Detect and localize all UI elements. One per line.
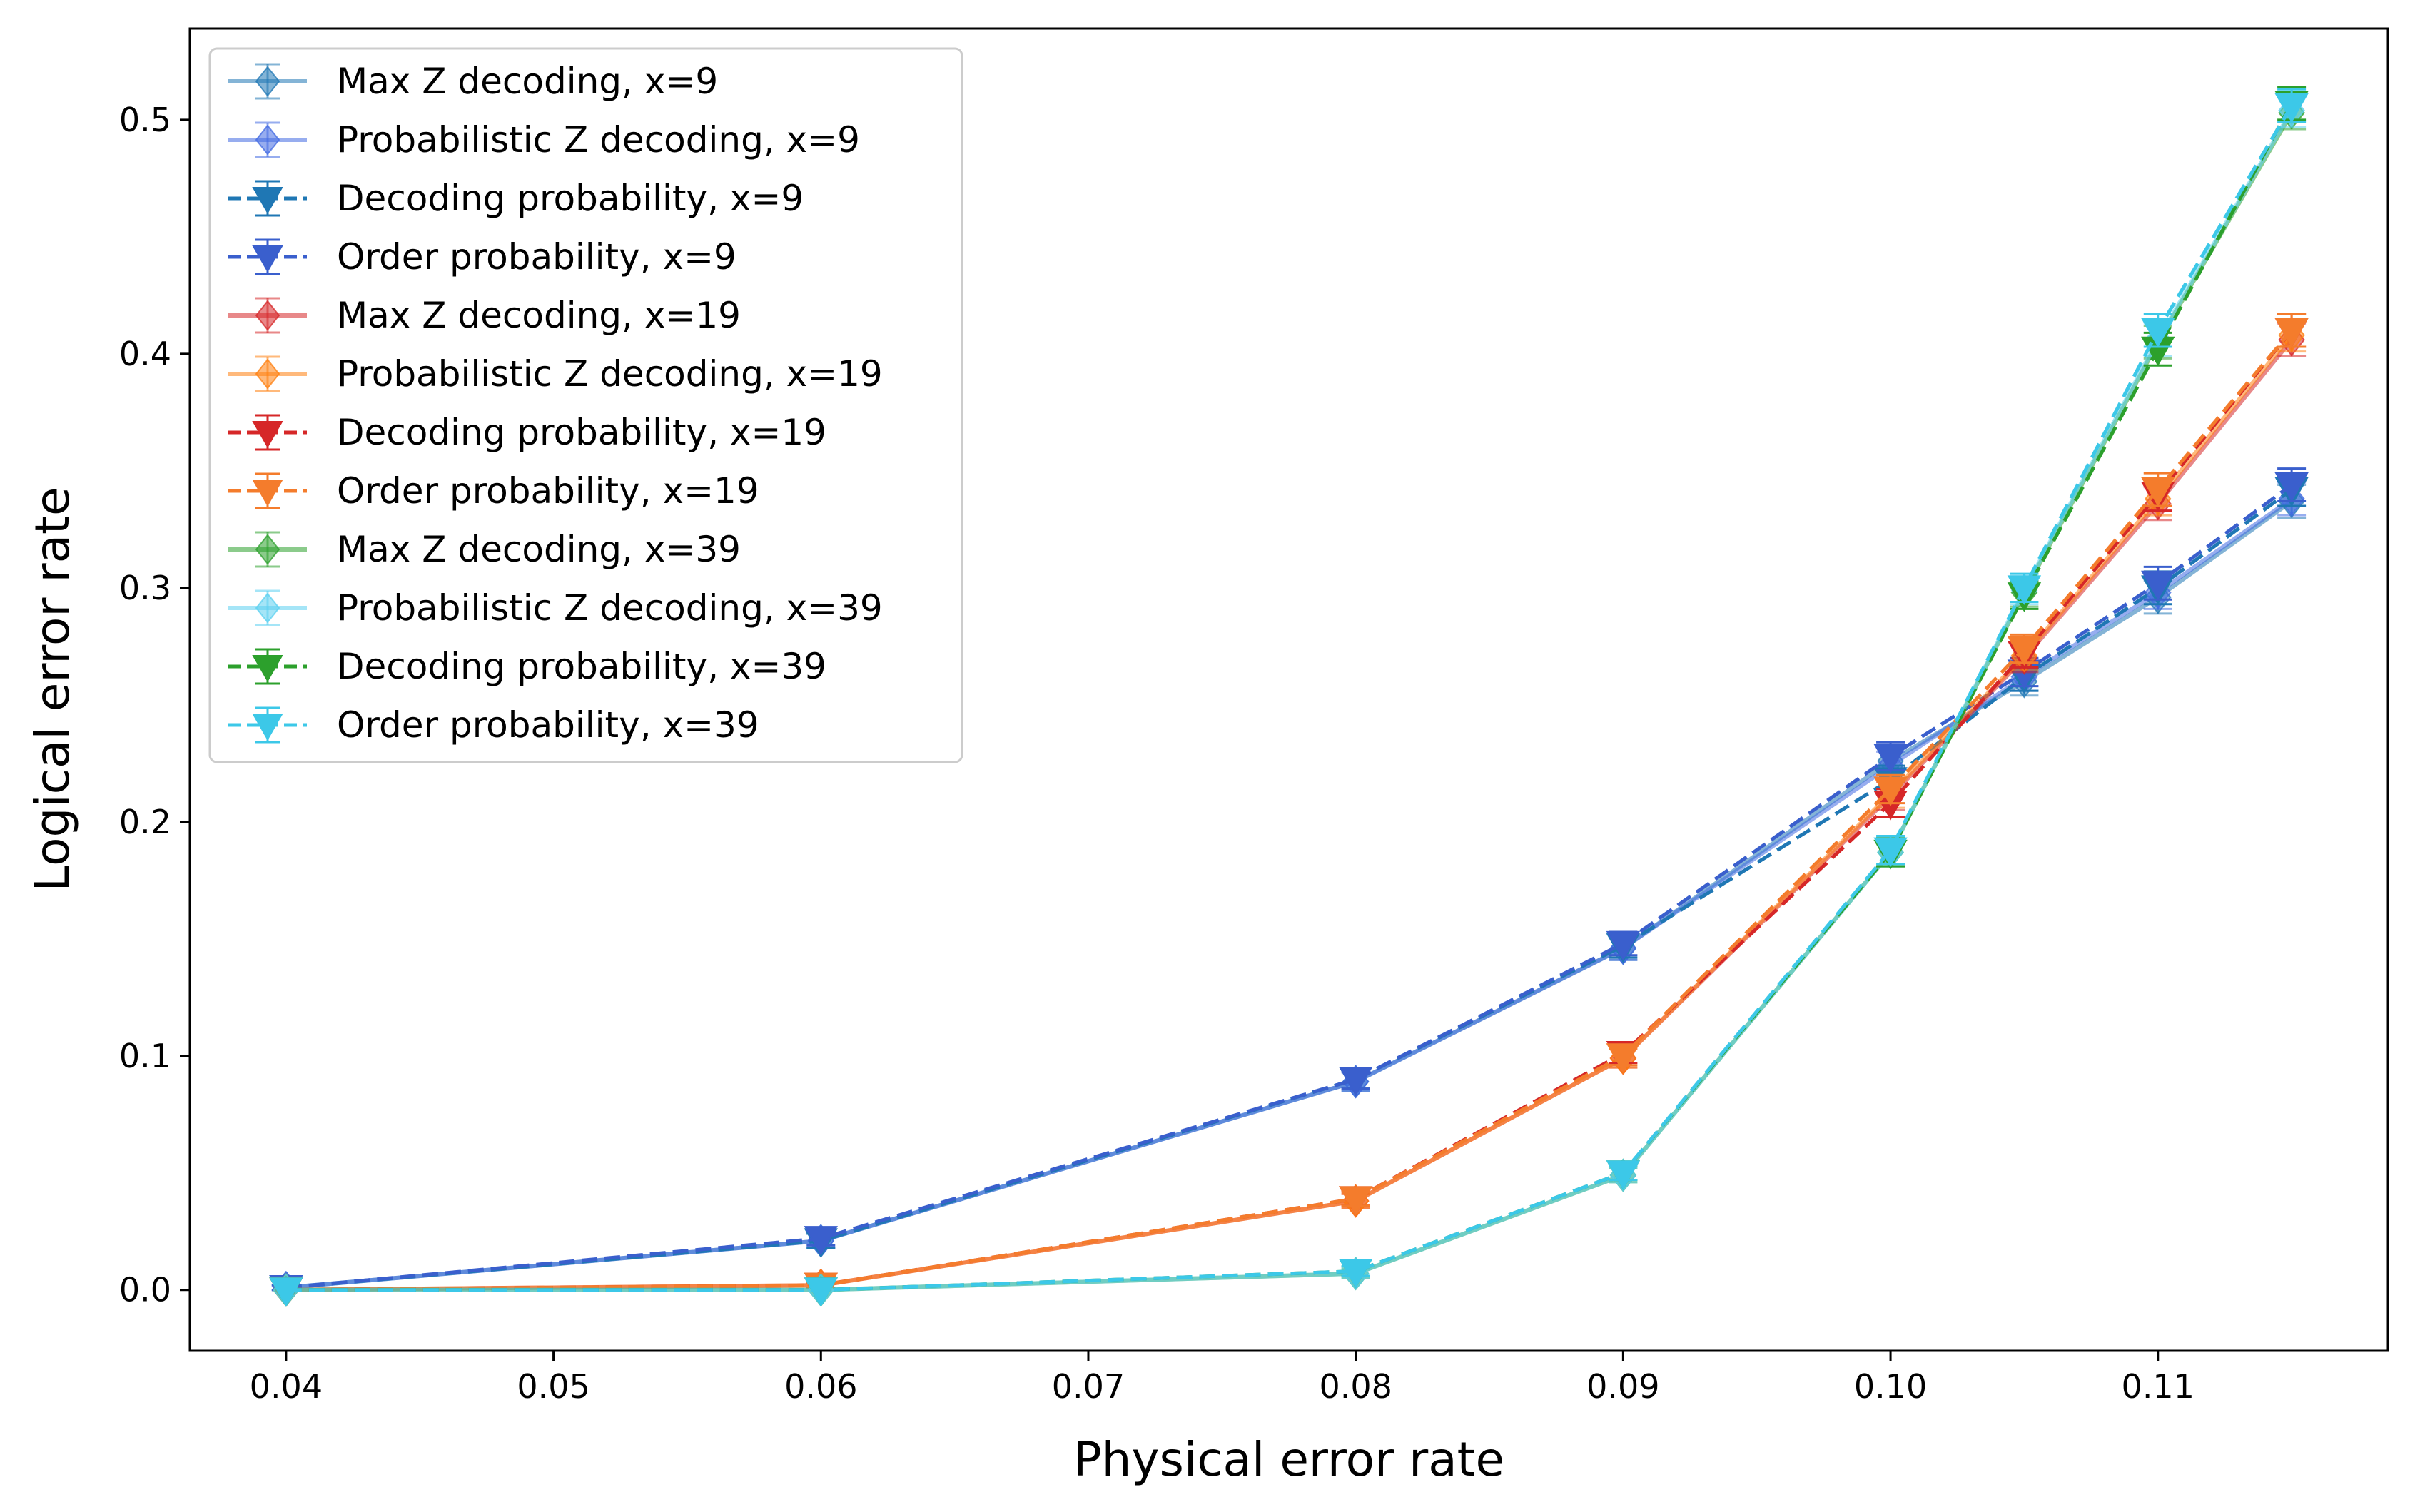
legend-label: Max Z decoding, x=9 (337, 61, 718, 102)
legend-marker (255, 592, 280, 624)
legend-label: Decoding probability, x=39 (337, 646, 826, 687)
x-tick-label: 0.05 (517, 1367, 589, 1406)
legend-label: Max Z decoding, x=39 (337, 529, 741, 570)
data-point (2274, 472, 2309, 502)
y-tick-label: 0.3 (119, 569, 171, 607)
series-line (285, 483, 2293, 1289)
legend-label: Probabilistic Z decoding, x=19 (337, 353, 883, 395)
data-point (2141, 318, 2175, 348)
legend-label: Decoding probability, x=9 (337, 178, 804, 219)
data-point (2274, 318, 2309, 348)
legend: Max Z decoding, x=9 Probabilistic Z decod… (208, 47, 963, 763)
data-point (1606, 930, 1641, 961)
data-point (1338, 1186, 1373, 1216)
legend-label: Order probability, x=9 (337, 236, 736, 278)
data-point (804, 1277, 839, 1307)
x-tick-label: 0.07 (1052, 1367, 1125, 1406)
y-tick-label: 0.2 (119, 803, 171, 841)
data-point (1873, 776, 1908, 806)
legend-marker (252, 421, 283, 449)
data-point (1338, 1067, 1373, 1097)
y-tick-label: 0.1 (119, 1037, 171, 1075)
plot-frame (188, 27, 2389, 1352)
x-tick-label: 0.11 (2122, 1367, 2194, 1406)
data-point (1873, 744, 1908, 773)
y-tick-label: 0.0 (119, 1271, 171, 1309)
data-point (2141, 477, 2175, 507)
ticks-layer: 0.04 0.05 0.06 0.07 0.08 0.09 0.10 0.11 0.0 0.1 0.… (119, 101, 2194, 1406)
series-line (285, 329, 2294, 1292)
data-point (1606, 1043, 1641, 1073)
series-layer (269, 86, 2309, 1307)
legend-label: Decoding probability, x=19 (337, 412, 826, 453)
x-tick-label: 0.08 (1319, 1367, 1392, 1406)
legend-marker (252, 480, 283, 507)
legend-entry: Probabilistic Z decoding, x=19 (228, 353, 883, 395)
series-line (285, 488, 2293, 1289)
y-axis-title: Logical error rate (25, 487, 80, 891)
legend-box (208, 47, 963, 763)
legend-marker (255, 358, 280, 390)
y-tick-label: 0.5 (119, 101, 171, 139)
series-12 (269, 88, 2309, 1307)
series-8 (269, 313, 2309, 1307)
legend-entry: Probabilistic Z decoding, x=9 (228, 119, 860, 161)
x-axis-title: Physical error rate (1073, 1432, 1504, 1487)
x-tick-label: 0.06 (784, 1367, 857, 1406)
legend-entry: Decoding probability, x=19 (228, 412, 826, 453)
data-point (804, 1226, 839, 1256)
data-point (269, 1277, 303, 1307)
data-point (1338, 1258, 1373, 1289)
data-point (2141, 570, 2175, 601)
data-point (2007, 575, 2042, 605)
data-point (2007, 636, 2042, 666)
legend-marker (255, 300, 280, 331)
legend-entry: Probabilistic Z decoding, x=39 (228, 587, 883, 629)
data-point (1873, 837, 1908, 868)
y-tick-label: 0.4 (119, 335, 171, 373)
legend-label: Order probability, x=19 (337, 470, 759, 512)
legend-label: Max Z decoding, x=19 (337, 295, 741, 336)
legend-marker (252, 245, 283, 273)
legend-label: Probabilistic Z decoding, x=9 (337, 119, 860, 161)
data-point (1606, 1160, 1641, 1190)
x-tick-label: 0.09 (1586, 1367, 1659, 1406)
legend-label: Order probability, x=39 (337, 704, 759, 746)
x-tick-label: 0.04 (250, 1367, 323, 1406)
legend-entry: Order probability, x=39 (228, 704, 759, 746)
legend-marker (255, 66, 280, 97)
series-line (285, 104, 2294, 1292)
legend-marker (255, 534, 280, 565)
data-point (2274, 93, 2309, 123)
legend-entry: Decoding probability, x=39 (228, 646, 826, 687)
legend-entry: Max Z decoding, x=39 (228, 529, 741, 570)
legend-entry: Order probability, x=9 (228, 236, 736, 278)
legend-entry: Order probability, x=19 (228, 470, 759, 512)
x-tick-label: 0.10 (1854, 1367, 1927, 1406)
legend-label: Probabilistic Z decoding, x=39 (337, 587, 883, 629)
legend-entry: Max Z decoding, x=19 (228, 295, 741, 336)
legend-marker (252, 714, 283, 741)
legend-marker (252, 655, 283, 683)
legend-entry: Decoding probability, x=9 (228, 178, 804, 219)
legend-marker (255, 124, 280, 156)
legend-entry: Max Z decoding, x=9 (228, 61, 718, 102)
legend-marker (252, 187, 283, 215)
